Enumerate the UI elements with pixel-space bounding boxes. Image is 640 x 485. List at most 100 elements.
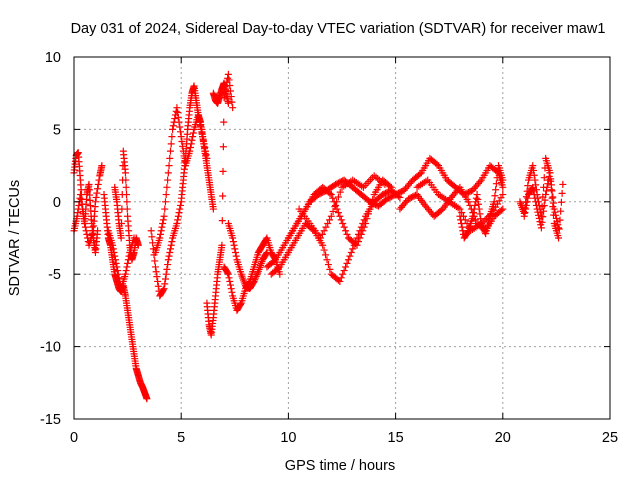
data-point bbox=[322, 223, 330, 231]
data-point bbox=[550, 205, 558, 213]
data-point bbox=[174, 216, 182, 224]
data-point bbox=[523, 198, 531, 206]
x-axis-title: GPS time / hours bbox=[285, 458, 395, 474]
data-point bbox=[251, 276, 259, 284]
data-point bbox=[229, 104, 237, 112]
data-point bbox=[179, 147, 187, 155]
data-point bbox=[199, 133, 207, 141]
data-point bbox=[169, 122, 177, 130]
data-point bbox=[123, 263, 131, 271]
plot-border bbox=[73, 56, 611, 420]
data-point bbox=[464, 228, 472, 236]
y-axis-title: SDTVAR / TECUs bbox=[7, 180, 23, 296]
data-point bbox=[250, 277, 258, 285]
y-tick-label: -10 bbox=[40, 340, 61, 356]
data-point bbox=[490, 198, 498, 206]
data-point bbox=[115, 274, 123, 282]
data-point bbox=[322, 251, 330, 259]
data-point bbox=[329, 207, 337, 215]
data-point bbox=[163, 265, 171, 273]
data-point bbox=[91, 198, 99, 206]
x-tick-label: 25 bbox=[602, 430, 618, 446]
data-point bbox=[232, 252, 240, 260]
data-point bbox=[339, 270, 347, 278]
data-point bbox=[219, 192, 227, 200]
data-point bbox=[254, 269, 262, 277]
data-point bbox=[497, 206, 505, 214]
data-point bbox=[522, 201, 530, 209]
data-point bbox=[319, 241, 327, 249]
data-point bbox=[520, 212, 528, 220]
data-point bbox=[499, 183, 507, 191]
data-point bbox=[320, 227, 328, 235]
x-tick-label: 5 bbox=[177, 430, 185, 446]
data-point bbox=[530, 191, 538, 199]
data-point bbox=[331, 203, 339, 211]
data-point bbox=[464, 198, 472, 206]
data-point bbox=[324, 261, 332, 269]
data-point bbox=[474, 195, 482, 203]
data-point bbox=[171, 115, 179, 123]
data-point bbox=[188, 136, 196, 144]
data-point bbox=[94, 180, 102, 188]
data-point bbox=[362, 220, 370, 228]
data-point bbox=[548, 187, 556, 195]
data-point bbox=[539, 213, 547, 221]
data-point bbox=[153, 273, 161, 281]
data-point bbox=[263, 248, 271, 256]
data-point bbox=[326, 189, 334, 197]
data-point bbox=[555, 224, 563, 232]
data-point bbox=[154, 277, 162, 285]
data-point bbox=[499, 205, 507, 213]
data-point bbox=[347, 248, 355, 256]
tick-layer: 0 5 10 15 20 25 -15 -10 -5 0 5 10 bbox=[40, 50, 618, 446]
data-point bbox=[81, 223, 89, 231]
data-point bbox=[174, 109, 182, 117]
data-point bbox=[113, 263, 121, 271]
data-point bbox=[228, 288, 236, 296]
data-point bbox=[226, 81, 234, 89]
data-point bbox=[226, 277, 234, 285]
data-point bbox=[547, 175, 555, 183]
data-point bbox=[472, 216, 480, 224]
data-point bbox=[109, 245, 117, 253]
data-point bbox=[344, 256, 352, 264]
data-point bbox=[343, 259, 351, 267]
data-point bbox=[538, 218, 546, 226]
data-point bbox=[154, 282, 162, 290]
data-point bbox=[458, 209, 466, 217]
data-point bbox=[343, 230, 351, 238]
data-layer bbox=[70, 70, 567, 403]
data-point bbox=[79, 210, 87, 218]
data-point bbox=[476, 210, 484, 218]
data-point bbox=[173, 220, 181, 228]
data-point bbox=[469, 212, 477, 220]
data-point bbox=[473, 191, 481, 199]
data-point bbox=[557, 207, 565, 215]
data-point bbox=[161, 280, 169, 288]
data-point bbox=[531, 194, 539, 202]
data-point bbox=[80, 215, 88, 223]
data-point bbox=[147, 227, 155, 235]
data-point bbox=[336, 212, 344, 220]
data-point bbox=[161, 198, 169, 206]
data-point bbox=[122, 183, 130, 191]
data-point bbox=[186, 147, 194, 155]
data-point bbox=[111, 256, 119, 264]
data-point bbox=[552, 214, 560, 222]
data-point bbox=[109, 241, 117, 249]
data-point bbox=[143, 395, 151, 403]
data-point bbox=[179, 142, 187, 150]
data-point bbox=[95, 176, 103, 184]
data-point bbox=[197, 125, 205, 133]
data-point bbox=[327, 212, 335, 220]
data-point bbox=[529, 162, 537, 170]
data-point bbox=[456, 205, 464, 213]
data-point bbox=[457, 220, 465, 228]
data-point bbox=[175, 118, 183, 126]
data-point bbox=[200, 140, 208, 148]
data-point bbox=[475, 205, 483, 213]
data-point bbox=[161, 275, 169, 283]
data-point bbox=[118, 220, 126, 228]
data-point bbox=[471, 201, 479, 209]
